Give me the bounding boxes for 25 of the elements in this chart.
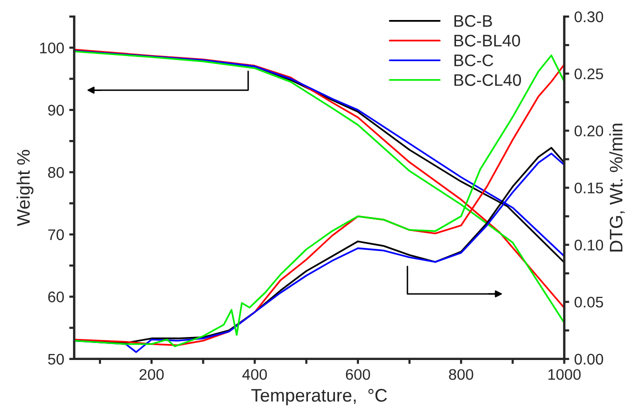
y2-tick-label: 0.20 xyxy=(574,126,604,136)
x-tick-label: 1000 xyxy=(548,369,581,380)
y2-tick-label: 0.10 xyxy=(574,240,604,250)
y2-tick-label: 0.00 xyxy=(574,354,604,365)
legend-label: BC-CL40 xyxy=(454,74,521,86)
x-tick-label: 800 xyxy=(449,369,474,380)
y2-tick-label: 0.05 xyxy=(574,296,604,308)
x-tick-label: 200 xyxy=(140,369,164,380)
y-tick-label: 60 xyxy=(48,292,64,302)
y2-axis-title: DTG, Wt. %/min xyxy=(609,124,625,252)
x-tick-label: 600 xyxy=(346,369,370,380)
legend-label: BC-BL40 xyxy=(454,34,520,47)
y-tick-label: 90 xyxy=(48,104,64,116)
y-tick-label: 70 xyxy=(48,229,64,240)
x-tick-label: 400 xyxy=(242,369,267,380)
x-axis-title: Temperature, °C xyxy=(251,388,387,406)
y2-tick-label: 0.30 xyxy=(574,11,604,22)
y-tick-label: 50 xyxy=(48,354,64,365)
y-axis-title: Weight % xyxy=(16,150,34,226)
y-tick-label: 100 xyxy=(40,42,64,54)
legend-label: BC-C xyxy=(454,54,494,66)
y2-tick-label: 0.25 xyxy=(574,68,604,80)
legend-label: BC-B xyxy=(454,15,492,27)
y2-tick-label: 0.15 xyxy=(574,182,604,194)
y-tick-label: 80 xyxy=(48,167,64,178)
